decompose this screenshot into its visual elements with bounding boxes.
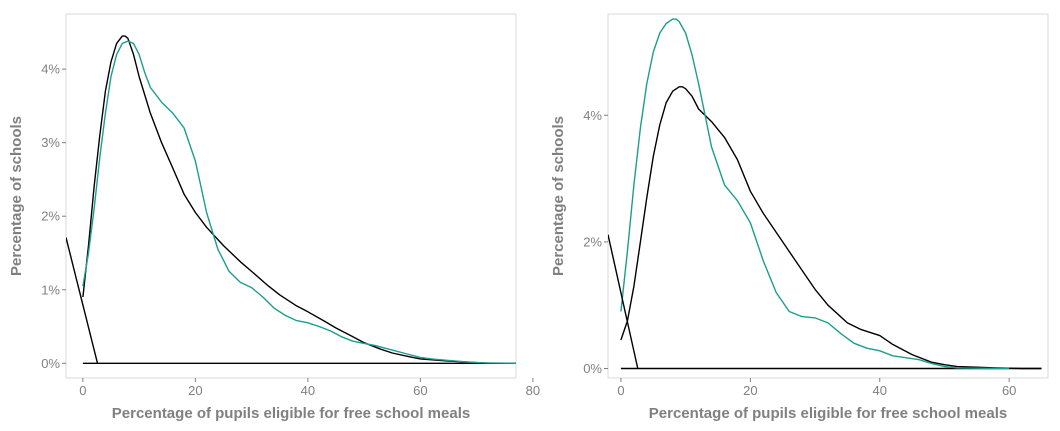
x-axis-title: Percentage of pupils eligible for free s… [649,405,1007,422]
y-tick-label: 2% [41,209,60,224]
chart-panel-1: 0 20 40 60 80 0% 1% 2% 3% 4% Percentage of pupils … [8,13,540,422]
x-tick-label: 40 [301,383,315,398]
series-line-2 [620,18,1010,370]
x-tick-label: 60 [413,383,427,398]
x-tick-label: 0 [617,383,624,398]
y-tick-label: 2% [583,234,602,249]
chart-panel-2: 0 20 40 60 0% 2% 4% Percentage of pupils eligib… [550,13,1049,422]
y-axis-title: Percentage of schools [8,116,25,276]
series-line-1 [620,86,1042,370]
x-tick-label: 60 [1002,383,1016,398]
y-tick-label: 3% [41,135,60,150]
x-tick-label: 80 [526,383,540,398]
plot-area [66,35,516,364]
y-tick-label: 0% [583,361,602,376]
x-axis-title: Percentage of pupils eligible for free s… [112,405,470,422]
y-tick-label: 1% [41,282,60,297]
x-tick-label: 20 [188,383,202,398]
series-line-1 [82,35,516,364]
y-tick-label: 4% [583,108,602,123]
outline-left-segment [608,234,639,369]
y-axis-title: Percentage of schools [550,116,567,276]
series-line-2 [82,40,516,364]
panel-border [65,13,517,379]
y-tick-label: 4% [41,62,60,77]
x-tick-label: 0 [79,383,86,398]
panel-border [607,13,1049,379]
outline-left-segment [66,237,99,364]
x-tick-label: 40 [873,383,887,398]
plot-area [608,18,1042,370]
y-tick-label: 0% [41,356,60,371]
x-tick-label: 20 [743,383,757,398]
